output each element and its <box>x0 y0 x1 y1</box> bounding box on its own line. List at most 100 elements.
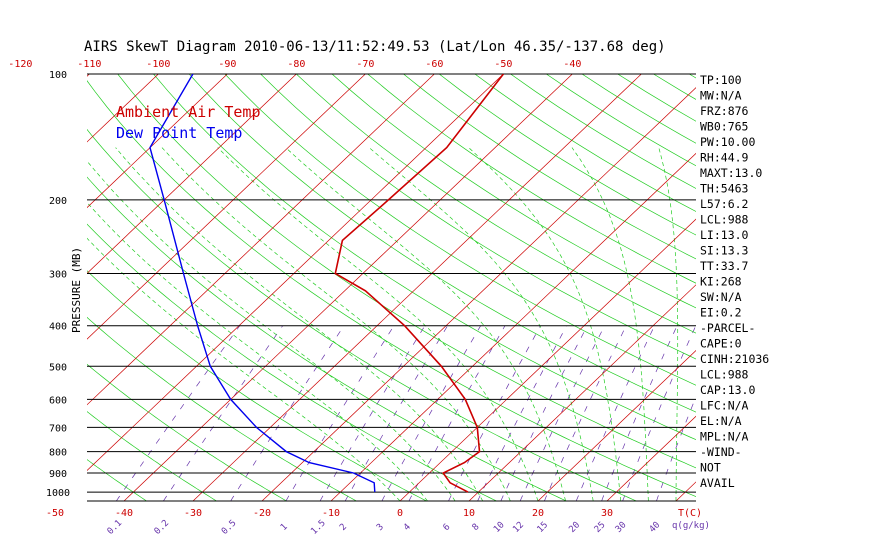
stability-index-label: WB0:765 <box>700 120 748 134</box>
stability-index-label: LFC:N/A <box>700 399 749 413</box>
ambient-air-temp-line <box>334 74 505 493</box>
mixing-ratio-line <box>319 325 426 501</box>
dry-adiabat-line <box>296 74 696 334</box>
dry-adiabat-line <box>87 80 696 498</box>
top-temperature-tick-label: -120 <box>8 59 32 70</box>
stability-index-label: MPL:N/A <box>700 430 749 444</box>
mixing-ratio-tick-labels: 0.1 0.2 0.5 1 1.5 2 3 4 6 8 10 12 15 20 25 30 40 <box>106 518 663 537</box>
dry-adiabat-line <box>796 74 870 501</box>
mixing-ratio-tick-label: 15 <box>536 520 551 535</box>
top-temperature-tick-label: -90 <box>218 59 236 70</box>
isotherms <box>87 74 696 501</box>
dry-adiabat-line <box>87 316 357 501</box>
dry-adiabat-line <box>832 74 870 501</box>
mixing-ratio-tick-label: 12 <box>511 520 526 535</box>
stability-index-label: CAPE:0 <box>700 337 742 351</box>
top-temperature-tick-label: -110 <box>77 59 101 70</box>
dry-adiabat-line <box>260 74 696 360</box>
stability-index-label: -PARCEL- <box>700 321 755 335</box>
stability-index-label: LCL:988 <box>700 368 749 382</box>
bottom-temperature-tick-label: 0 <box>397 508 403 519</box>
legend-ambient-air-temp: Ambient Air Temp <box>116 103 261 121</box>
bottom-temperature-tick-label: -50 <box>46 508 64 519</box>
stability-index-label: SW:N/A <box>700 290 742 304</box>
mixing-ratio-tick-label: 0.1 <box>106 518 125 537</box>
top-temperature-tick-label: -60 <box>425 59 443 70</box>
stability-index-label: LCL:988 <box>700 213 749 227</box>
mixing-ratio-tick-label: 0.2 <box>153 518 172 537</box>
mixing-ratio-line <box>285 325 395 501</box>
bottom-temperature-tick-label: 10 <box>463 508 475 519</box>
mixing-ratio-line <box>477 325 567 501</box>
moist-adiabat-line <box>285 147 566 501</box>
isotherm-line <box>606 415 696 501</box>
moist-adiabat-line <box>115 147 484 501</box>
dry-adiabat-line <box>761 74 870 501</box>
mixing-ratio-tick-label: 2 <box>338 522 349 533</box>
isotherm-line <box>192 74 642 501</box>
mixing-ratio-tick-label: 0.5 <box>220 518 239 537</box>
stability-index-label: MAXT:13.0 <box>700 166 762 180</box>
isotherm-line <box>87 74 504 472</box>
dry-adiabat-line <box>188 74 696 413</box>
mixing-ratio-tick-label: 1 <box>279 522 290 533</box>
mixing-ratio-line <box>163 325 283 501</box>
isotherm-line <box>87 74 435 406</box>
top-temperature-tick-label: -80 <box>287 59 305 70</box>
stability-index-label: SI:13.3 <box>700 244 749 258</box>
mixing-ratio-tick-label: 6 <box>442 522 453 533</box>
bottom-temperature-tick-label: -40 <box>115 508 133 519</box>
pressure-tick-label: 400 <box>49 322 67 333</box>
profile-lines <box>149 74 505 493</box>
top-temperature-tick-label: -50 <box>494 59 512 70</box>
pressure-tick-label: 300 <box>49 270 67 281</box>
pressure-tick-label: 800 <box>49 448 67 459</box>
mixing-ratio-line <box>622 325 696 501</box>
bottom-temperature-tick-label: 30 <box>601 508 613 519</box>
mixing-ratio-axis-label: q(g/kg) <box>672 521 710 531</box>
mixing-ratio-tick-label: 30 <box>614 520 629 535</box>
dry-adiabat-line <box>474 74 696 212</box>
pressure-tick-labels: 100 200 300 400 500 600 700 800 900 1000 <box>46 70 70 499</box>
stability-index-label: MW:N/A <box>700 89 742 103</box>
isotherm-line <box>537 350 696 501</box>
dry-adiabat-line <box>331 74 696 309</box>
dry-adiabats <box>87 74 870 501</box>
mixing-ratio-line <box>500 325 588 501</box>
bottom-temperature-tick-label: -20 <box>253 508 271 519</box>
mixing-ratio-tick-label: 8 <box>471 522 482 533</box>
stability-index-label: PW:10.00 <box>700 135 755 149</box>
mixing-ratio-line <box>519 325 605 501</box>
mixing-ratio-tick-label: 4 <box>402 522 413 533</box>
dry-adiabat-line <box>87 128 637 501</box>
legend-dew-point-temp: Dew Point Temp <box>116 124 242 142</box>
mixing-ratio-line <box>230 325 345 501</box>
mixing-ratio-tick-label: 3 <box>375 522 386 533</box>
isotherm-line <box>87 74 228 209</box>
dry-adiabat-line <box>367 74 696 284</box>
mixing-ratio-line <box>575 325 655 501</box>
mixing-ratio-tick-label: 20 <box>567 520 582 535</box>
pressure-tick-label: 600 <box>49 395 67 406</box>
dew-point-temp-line <box>149 74 376 493</box>
pressure-tick-label: 500 <box>49 362 67 373</box>
mixing-ratio-tick-label: 25 <box>593 520 608 535</box>
bottom-temperature-tick-label: 20 <box>532 508 544 519</box>
y-axis-label: PRESSURE (MB) <box>70 247 83 333</box>
bottom-temperature-tick-label: -30 <box>184 508 202 519</box>
mixing-ratio-tick-label: 10 <box>492 520 507 535</box>
stability-index-label: TT:33.7 <box>700 259 749 273</box>
isotherm-line <box>330 152 696 501</box>
stability-index-label: NOT <box>700 461 721 475</box>
bottom-temperature-tick-labels: -50 -40 -30 -20 -10 0 10 20 30 <box>46 508 613 519</box>
stability-index-label: LI:13.0 <box>700 228 749 242</box>
stability-index-label: TP:100 <box>700 73 742 87</box>
dry-adiabat-line <box>87 176 567 501</box>
dry-adiabat-line <box>87 223 497 501</box>
stability-index-label: KI:268 <box>700 275 742 289</box>
isobars <box>87 73 696 502</box>
mixing-ratio-line <box>601 325 678 501</box>
mixing-ratio-tick-label: 1.5 <box>309 518 328 537</box>
